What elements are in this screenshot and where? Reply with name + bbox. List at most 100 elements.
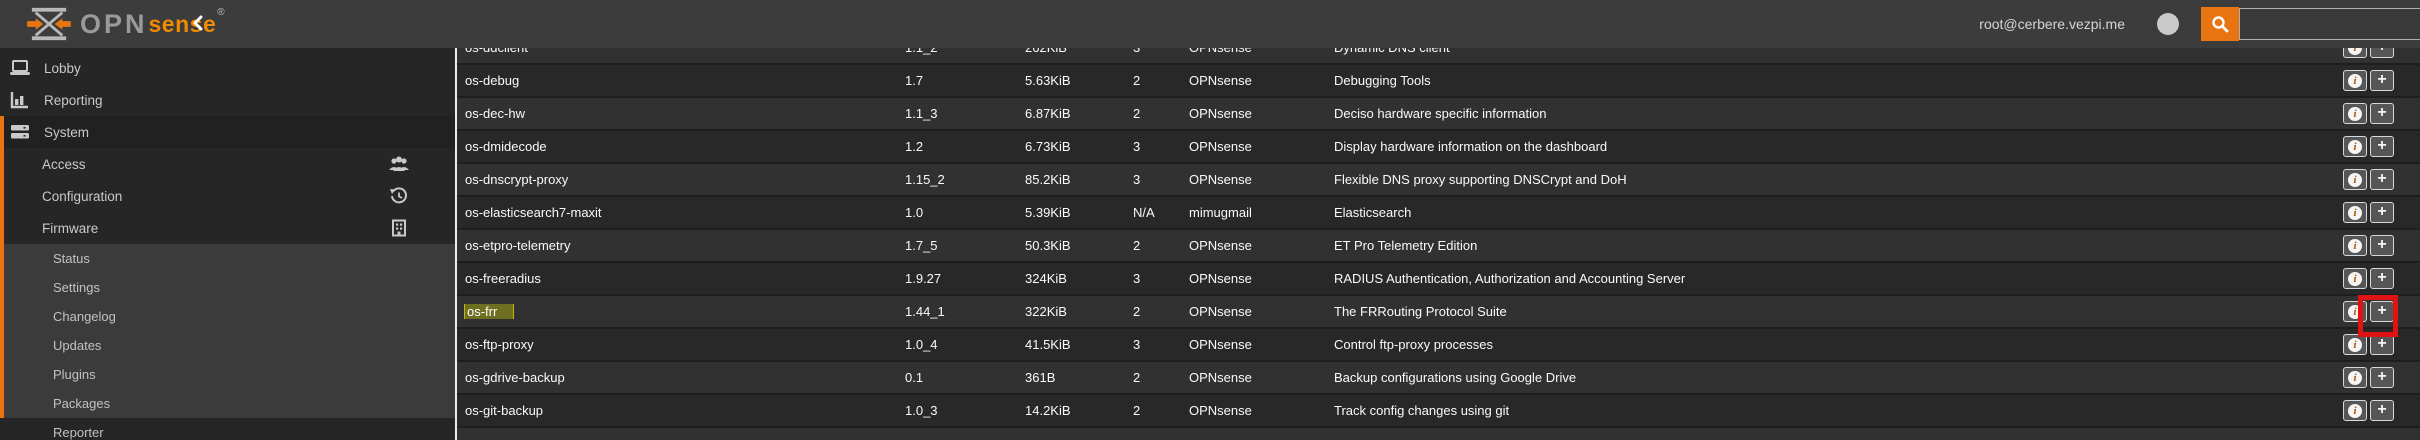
user-status-dot	[2157, 13, 2179, 35]
info-button[interactable]: i	[2343, 169, 2367, 190]
history-icon	[388, 186, 410, 206]
install-plugin-button[interactable]: +	[2370, 334, 2394, 355]
install-plugin-button[interactable]: +	[2370, 202, 2394, 223]
cell-text: Debugging Tools	[1334, 73, 1431, 88]
install-plugin-button[interactable]: +	[2370, 48, 2394, 58]
sidebar-item-changelog[interactable]: Changelog	[0, 302, 455, 331]
install-plugin-button[interactable]: +	[2370, 136, 2394, 157]
info-icon: i	[2348, 403, 2362, 418]
cell-name: os-elasticsearch7-maxit	[457, 205, 905, 220]
cell-text: 1.7	[905, 73, 924, 88]
cell-comment: RADIUS Authentication, Authorization and…	[1334, 271, 2298, 286]
cell-size: 6.73KiB	[1025, 139, 1133, 154]
search-button[interactable]	[2201, 7, 2239, 41]
opnsense-logo: OPN sense ®	[26, 5, 225, 43]
cell-comment: Dynamic DNS client	[1334, 48, 2298, 55]
users-icon	[388, 154, 410, 174]
table-row-os-ftp-proxy: os-ftp-proxy 1.0_4 41.5KiB 3 OPNsense Control…	[457, 329, 2420, 362]
table-row	[457, 428, 2420, 440]
info-button[interactable]: i	[2343, 70, 2367, 91]
install-plugin-button[interactable]: +	[2370, 400, 2394, 421]
sidebar-item-reporting[interactable]: Reporting	[0, 84, 455, 116]
install-plugin-button[interactable]: +	[2370, 70, 2394, 91]
sidebar-item-status[interactable]: Status	[0, 244, 455, 273]
info-button[interactable]: i	[2343, 202, 2367, 223]
info-button[interactable]: i	[2343, 334, 2367, 355]
cell-name: os-debug	[457, 73, 905, 88]
install-plugin-button[interactable]: +	[2370, 103, 2394, 124]
cell-text: 2	[1133, 370, 1141, 385]
sidebar-item-packages[interactable]: Packages	[0, 389, 455, 418]
install-plugin-button[interactable]: +	[2370, 367, 2394, 388]
cell-text: 2	[1133, 106, 1141, 121]
info-button[interactable]: i	[2343, 400, 2367, 421]
info-button[interactable]: i	[2343, 301, 2367, 322]
cell-text: 85.2KiB	[1025, 172, 1071, 187]
cell-text: 1.0	[905, 205, 924, 220]
chevron-left-icon	[193, 15, 203, 31]
cell-text: 324KiB	[1025, 271, 1067, 286]
info-button[interactable]: i	[2343, 367, 2367, 388]
install-plugin-button[interactable]: +	[2370, 301, 2394, 322]
row-actions: i+	[2298, 334, 2420, 355]
cell-comment: Backup configurations using Google Drive	[1334, 370, 2298, 385]
cell-name: os-etpro-telemetry	[457, 238, 905, 253]
cell-text: 3	[1133, 172, 1141, 187]
sidebar-item-label: Access	[42, 156, 86, 172]
sidebar-item-settings[interactable]: Settings	[0, 273, 455, 302]
install-plugin-button[interactable]: +	[2370, 268, 2394, 289]
logged-in-user: root@cerbere.vezpi.me	[1979, 16, 2125, 32]
cell-comment: Flexible DNS proxy supporting DNSCrypt a…	[1334, 172, 2298, 187]
sidebar-item-system[interactable]: System	[0, 116, 455, 148]
info-button[interactable]: i	[2343, 235, 2367, 256]
info-button[interactable]: i	[2343, 103, 2367, 124]
row-actions: i+	[2298, 295, 2420, 337]
cell-name: os-git-backup	[457, 403, 905, 418]
info-button[interactable]: i	[2343, 268, 2367, 289]
cell-text: OPNsense	[1189, 403, 1252, 418]
install-plugin-button[interactable]: +	[2370, 169, 2394, 190]
sidebar-item-configuration[interactable]: Configuration	[0, 180, 455, 212]
cell-text: 1.1_2	[905, 48, 938, 55]
sidebar-collapse-button[interactable]	[185, 10, 211, 36]
cell-text: OPNsense	[1189, 238, 1252, 253]
cell-text: 3	[1133, 139, 1141, 154]
cell-text: os-dmidecode	[465, 139, 547, 154]
sidebar-item-plugins[interactable]: Plugins	[0, 360, 455, 389]
cell-size: 5.63KiB	[1025, 73, 1133, 88]
info-icon: i	[2348, 73, 2362, 88]
cell-license: 3	[1133, 172, 1189, 187]
info-icon: i	[2348, 238, 2362, 253]
row-actions: i+	[2298, 235, 2420, 256]
info-button[interactable]: i	[2343, 136, 2367, 157]
cell-text: mimugmail	[1189, 205, 1252, 220]
info-icon: i	[2348, 48, 2362, 55]
info-button[interactable]: i	[2343, 48, 2367, 58]
sidebar-item-updates[interactable]: Updates	[0, 331, 455, 360]
sidebar-item-lobby[interactable]: Lobby	[0, 52, 455, 84]
cell-text: Track config changes using git	[1334, 403, 1510, 418]
install-plugin-button[interactable]: +	[2370, 235, 2394, 256]
cell-repository: OPNsense	[1189, 238, 1334, 253]
sidebar-item-reporter[interactable]: Reporter	[0, 418, 455, 440]
sidebar-item-access[interactable]: Access	[0, 148, 455, 180]
cell-text: 1.9.27	[905, 271, 942, 286]
search-input[interactable]	[2239, 8, 2420, 40]
sidebar-item-firmware[interactable]: Firmware	[0, 212, 455, 244]
cell-text: os-ftp-proxy	[465, 337, 534, 352]
cell-text: 50.3KiB	[1025, 238, 1071, 253]
cell-text: 0.1	[905, 370, 924, 385]
cell-text: 3	[1133, 271, 1141, 286]
cell-text: Dynamic DNS client	[1334, 48, 1450, 55]
cell-comment: The FRRouting Protocol Suite	[1334, 304, 2298, 319]
cell-name: os-dnscrypt-proxy	[457, 172, 905, 187]
cell-text: os-debug	[465, 73, 520, 88]
cell-repository: OPNsense	[1189, 370, 1334, 385]
cell-text: 1.0_3	[905, 403, 938, 418]
table-row-os-debug: os-debug 1.7 5.63KiB 2 OPNsense Debugging Too…	[457, 65, 2420, 98]
plus-icon: +	[2377, 400, 2387, 418]
cell-version: 1.0_3	[905, 403, 1025, 418]
server-icon	[10, 122, 30, 142]
cell-comment: ET Pro Telemetry Edition	[1334, 238, 2298, 253]
